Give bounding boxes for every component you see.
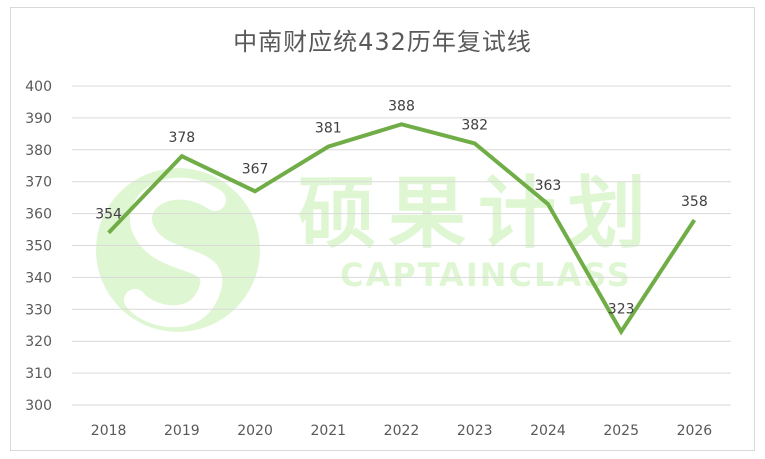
chart-title: 中南财应统432历年复试线 [233, 28, 532, 56]
x-axis: 2018 2019 2020 2021 2022 2023 2024 2025 2026 [91, 423, 712, 439]
y-tick-label: 340 [25, 270, 52, 286]
x-tick-label: 2022 [384, 423, 420, 439]
y-tick-label: 370 [25, 175, 52, 191]
y-tick-label: 320 [25, 334, 52, 350]
y-tick-label: 300 [25, 398, 52, 414]
y-tick-label: 360 [25, 207, 52, 223]
x-tick-label: 2023 [457, 423, 493, 439]
data-label: 388 [388, 98, 415, 114]
y-tick-label: 390 [25, 111, 52, 127]
y-tick-label: 350 [25, 239, 52, 255]
data-label: 382 [461, 117, 488, 133]
x-tick-label: 2019 [164, 423, 200, 439]
y-tick-label: 400 [25, 79, 52, 95]
data-label: 363 [535, 178, 562, 194]
watermark-s-icon [124, 177, 226, 328]
x-tick-label: 2026 [677, 423, 713, 439]
x-tick-label: 2025 [603, 423, 639, 439]
data-label: 354 [95, 207, 122, 223]
series [107, 122, 697, 336]
gridlines [72, 85, 731, 406]
data-label: 323 [608, 302, 635, 318]
y-tick-label: 380 [25, 143, 52, 159]
x-tick-label: 2020 [237, 423, 273, 439]
y-tick-label: 310 [25, 366, 52, 382]
x-tick-label: 2018 [91, 423, 127, 439]
y-axis: 300 310 320 330 340 350 360 370 380 390 400 [25, 79, 52, 414]
data-label: 381 [315, 121, 342, 137]
data-label: 378 [168, 130, 195, 146]
x-tick-label: 2024 [530, 423, 566, 439]
data-label: 358 [681, 194, 708, 210]
y-tick-label: 330 [25, 302, 52, 318]
data-label: 367 [242, 161, 269, 177]
data-labels: 354 378 367 381 388 382 363 323 358 [95, 98, 708, 317]
x-tick-label: 2021 [310, 423, 346, 439]
